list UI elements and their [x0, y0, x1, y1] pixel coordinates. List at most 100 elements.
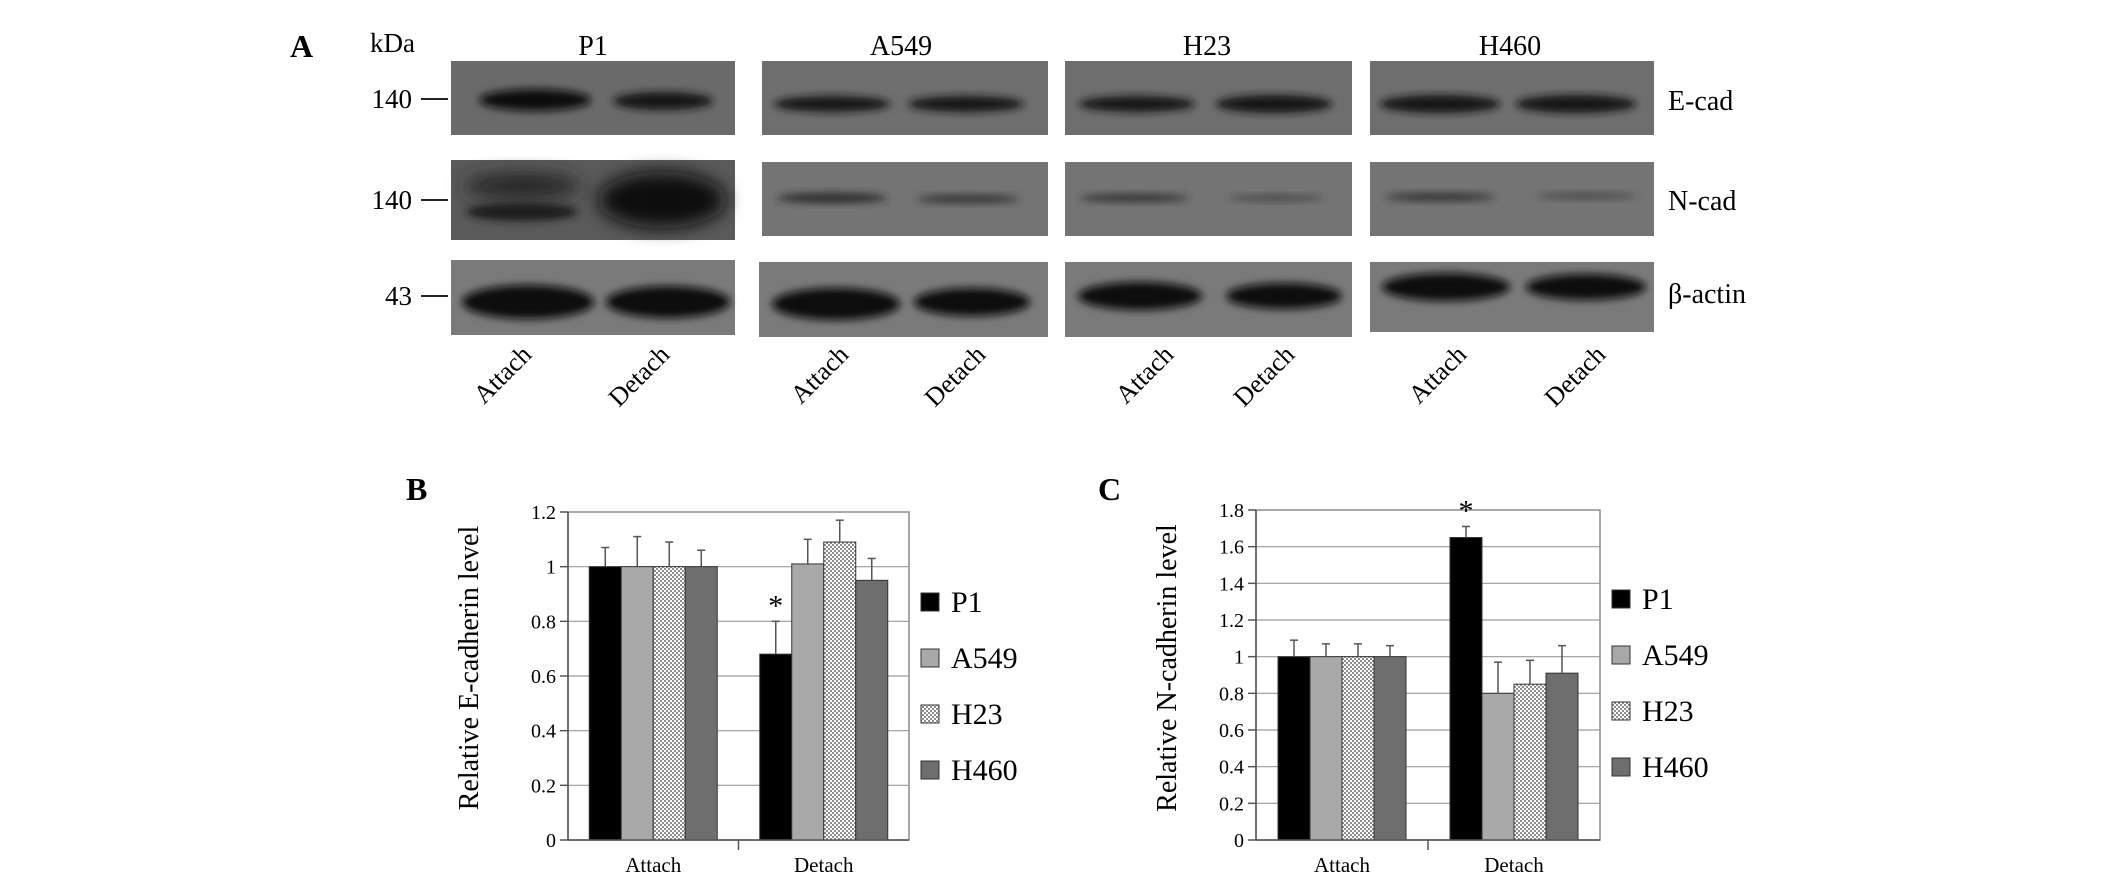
lane-label-h460-attach: Attach	[1403, 340, 1473, 410]
chart-b: 0 0.2 0.4 0.6 0.8 1 1.2 Attach Detach * P1 A549 H23 H…	[531, 502, 1018, 877]
y-tick-label: 0.8	[531, 611, 556, 633]
y-tick-label: 1.8	[1219, 500, 1244, 522]
bar-a549-attach	[1309, 656, 1343, 841]
band-p1-attach-ncad-upper	[464, 173, 580, 199]
blot-row-ecad	[451, 61, 1654, 135]
bar-p1-attach	[1277, 656, 1311, 841]
group-label-a549: A549	[870, 31, 932, 62]
panel-a: A kDa P1 A549 H23 H460 140 140 43	[290, 28, 1746, 412]
band-h23-detach-ecad	[1216, 95, 1332, 113]
protein-label-actin: β-actin	[1668, 279, 1746, 310]
panel-b: B Relative E-cadherin level 0 0.2 0.4 0.6 0.…	[406, 471, 1018, 877]
legend-label-a549: A549	[1642, 639, 1709, 672]
x-tick-label-detach: Detach	[1484, 853, 1544, 877]
band-h460-detach-ecad	[1516, 95, 1636, 113]
y-tick-label: 0.2	[531, 775, 556, 797]
band-h23-detach-actin	[1226, 283, 1342, 309]
legend-label-a549: A549	[951, 642, 1018, 675]
band-h23-detach-ncad	[1228, 195, 1324, 201]
marker-label-ncad: 140	[372, 185, 413, 215]
marker-label-ecad: 140	[372, 84, 413, 114]
y-tick-label: 1	[1234, 647, 1244, 669]
group-label-h460: H460	[1479, 31, 1541, 62]
band-h23-attach-ecad	[1079, 96, 1195, 112]
y-tick-label: 0.6	[531, 666, 556, 688]
bar-a549-detach	[1481, 692, 1515, 841]
chart-c: 0 0.2 0.4 0.6 0.8 1 1.2 1.4 1.6 1.8 Attach Detach * P…	[1219, 495, 1709, 878]
group-label-h23: H23	[1183, 31, 1231, 62]
y-tick-label: 0.4	[531, 721, 556, 743]
band-h23-attach-actin	[1078, 282, 1202, 310]
lane-label-a549-detach: Detach	[919, 340, 992, 413]
band-p1-detach-ecad	[613, 92, 713, 110]
legend-label-p1: P1	[951, 586, 983, 619]
band-a549-attach-ecad	[774, 96, 890, 112]
legend-label-h460: H460	[951, 754, 1018, 787]
band-h460-detach-actin	[1526, 274, 1646, 300]
band-p1-attach-ecad	[479, 89, 591, 111]
group-label-p1: P1	[578, 31, 608, 62]
bar-h460-detach	[855, 579, 889, 841]
y-tick-label: 1.6	[1219, 537, 1244, 559]
band-p1-detach-ncad	[598, 172, 726, 228]
kda-label: kDa	[370, 28, 415, 58]
bar-p1-detach	[1449, 537, 1483, 841]
y-tick-label: 0.6	[1219, 720, 1244, 742]
bar-h460-detach	[1545, 672, 1579, 841]
panel-a-letter: A	[290, 28, 313, 64]
y-tick-label: 0.8	[1219, 683, 1244, 705]
panel-b-letter: B	[406, 471, 427, 507]
lane-label-p1-detach: Detach	[603, 340, 676, 413]
blot-row-actin	[451, 260, 1654, 337]
band-h460-attach-ecad	[1380, 95, 1500, 113]
x-tick-label-attach: Attach	[1314, 853, 1370, 877]
legend-label-h23: H23	[951, 698, 1003, 731]
legend-swatch-h460	[920, 760, 940, 780]
bar-p1-attach	[588, 566, 622, 841]
band-p1-attach-actin	[462, 285, 594, 319]
legend-swatch-a549	[1611, 645, 1631, 665]
lane-label-a549-attach: Attach	[785, 340, 855, 410]
bar-h23-detach	[823, 541, 857, 841]
y-tick-label: 1	[546, 557, 556, 579]
y-tick-label: 1.2	[1219, 610, 1244, 632]
legend-swatch-h460	[1611, 757, 1631, 777]
band-a549-detach-ecad	[908, 96, 1024, 112]
band-h460-attach-ncad	[1385, 193, 1495, 201]
band-p1-attach-ncad-lower	[466, 203, 578, 221]
y-tick-label: 0.2	[1219, 793, 1244, 815]
legend-swatch-p1	[920, 592, 940, 612]
legend-swatch-p1	[1611, 589, 1631, 609]
panel-c-ylabel: Relative N-cadherin level	[1152, 524, 1183, 812]
x-tick-label-attach: Attach	[625, 853, 681, 877]
y-tick-label: 1.2	[531, 502, 556, 524]
bar-h23-attach	[1341, 656, 1375, 841]
panel-c: C Relative N-cadherin level 0 0.2 0.4 0.6 0.…	[1098, 471, 1709, 877]
y-tick-label: 0	[1234, 830, 1244, 852]
band-h460-detach-ncad	[1536, 193, 1636, 199]
protein-label-ecad: E-cad	[1668, 86, 1733, 117]
legend-swatch-h23	[920, 704, 940, 724]
significance-asterisk: *	[1459, 495, 1474, 528]
lane-label-h23-attach: Attach	[1110, 340, 1180, 410]
bar-h23-attach	[652, 566, 686, 841]
y-tick-label: 0	[546, 830, 556, 852]
panel-b-ylabel: Relative E-cadherin level	[454, 526, 485, 811]
protein-label-ncad: N-cad	[1668, 186, 1736, 217]
band-a549-attach-ncad	[777, 193, 887, 203]
lane-label-h23-detach: Detach	[1228, 340, 1301, 413]
bar-p1-detach	[759, 653, 793, 841]
bar-h23-detach	[1513, 683, 1547, 841]
band-h23-attach-ncad	[1079, 194, 1189, 202]
x-tick-label-detach: Detach	[794, 853, 854, 877]
bar-a549-attach	[620, 566, 654, 841]
band-h460-attach-actin	[1382, 273, 1510, 301]
panel-c-letter: C	[1098, 471, 1121, 507]
band-p1-detach-actin	[606, 286, 730, 318]
lane-label-p1-attach: Attach	[468, 340, 538, 410]
bar-a549-detach	[791, 563, 825, 841]
y-tick-label: 1.4	[1219, 573, 1244, 595]
marker-label-actin: 43	[385, 281, 412, 311]
bar-h460-attach	[1373, 656, 1407, 841]
